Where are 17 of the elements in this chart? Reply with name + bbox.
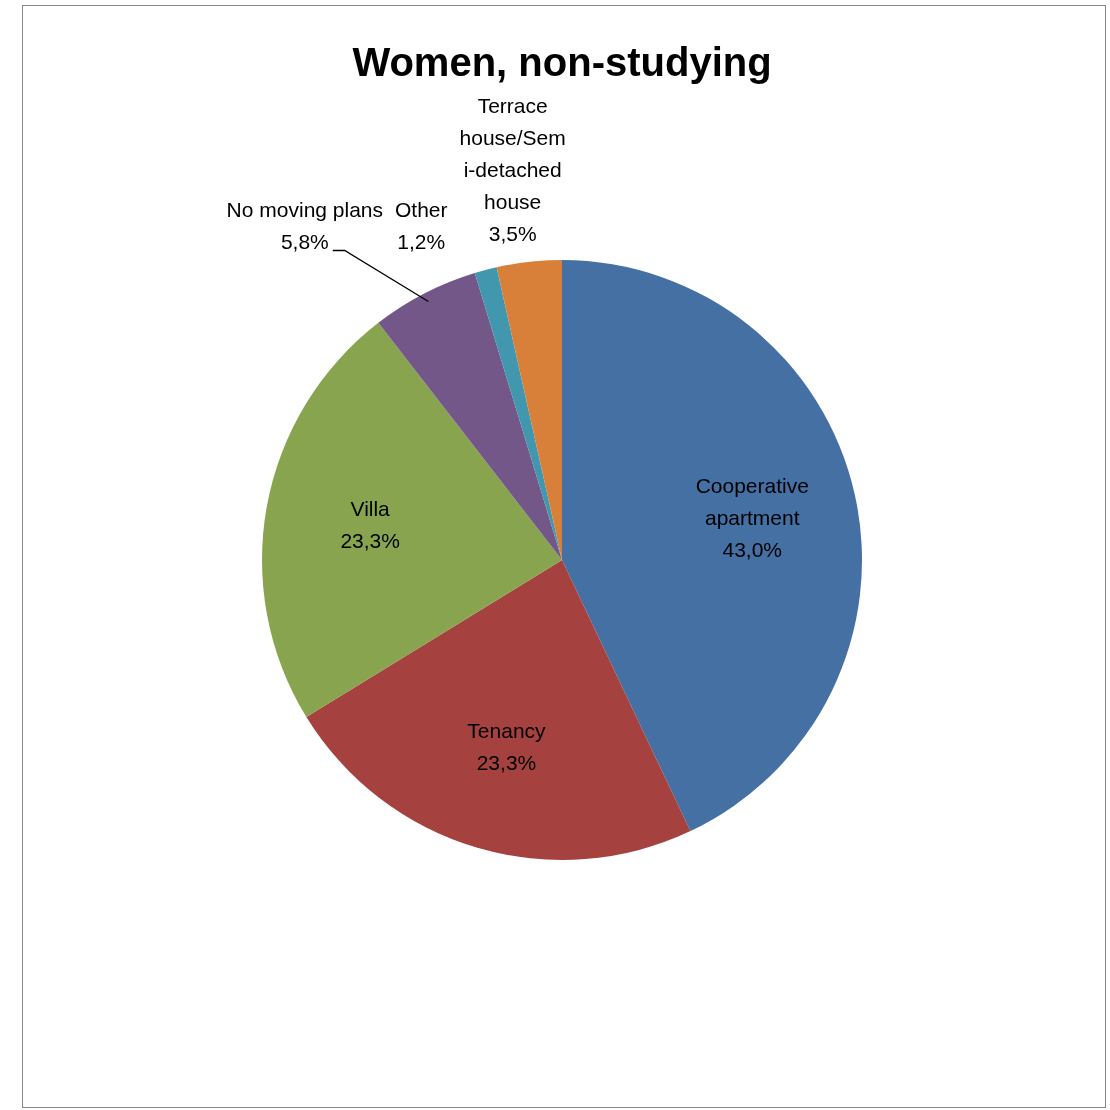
pie-slice [262, 322, 562, 718]
chart-title: Women, non-studying [352, 40, 772, 84]
data-label: 23,3% [476, 751, 537, 775]
slice-label: Terrace house/Semi-detached house [459, 94, 566, 214]
pie-slice [496, 260, 562, 560]
slice-label: No moving plans [226, 197, 384, 221]
slice-label: Tenancy [467, 719, 547, 743]
data-label: 3,5% [488, 222, 537, 246]
slice-label: Cooperative apartment [695, 473, 809, 529]
data-label: 1,2% [397, 230, 446, 254]
slice-label: Villa [350, 497, 391, 521]
pie-slice [306, 560, 691, 860]
data-label: 23,3% [340, 529, 400, 553]
pie-slice [562, 260, 862, 832]
data-label: 43,0% [722, 537, 783, 561]
slice-label: Other [395, 198, 448, 222]
data-label: 5,8% [280, 229, 329, 253]
